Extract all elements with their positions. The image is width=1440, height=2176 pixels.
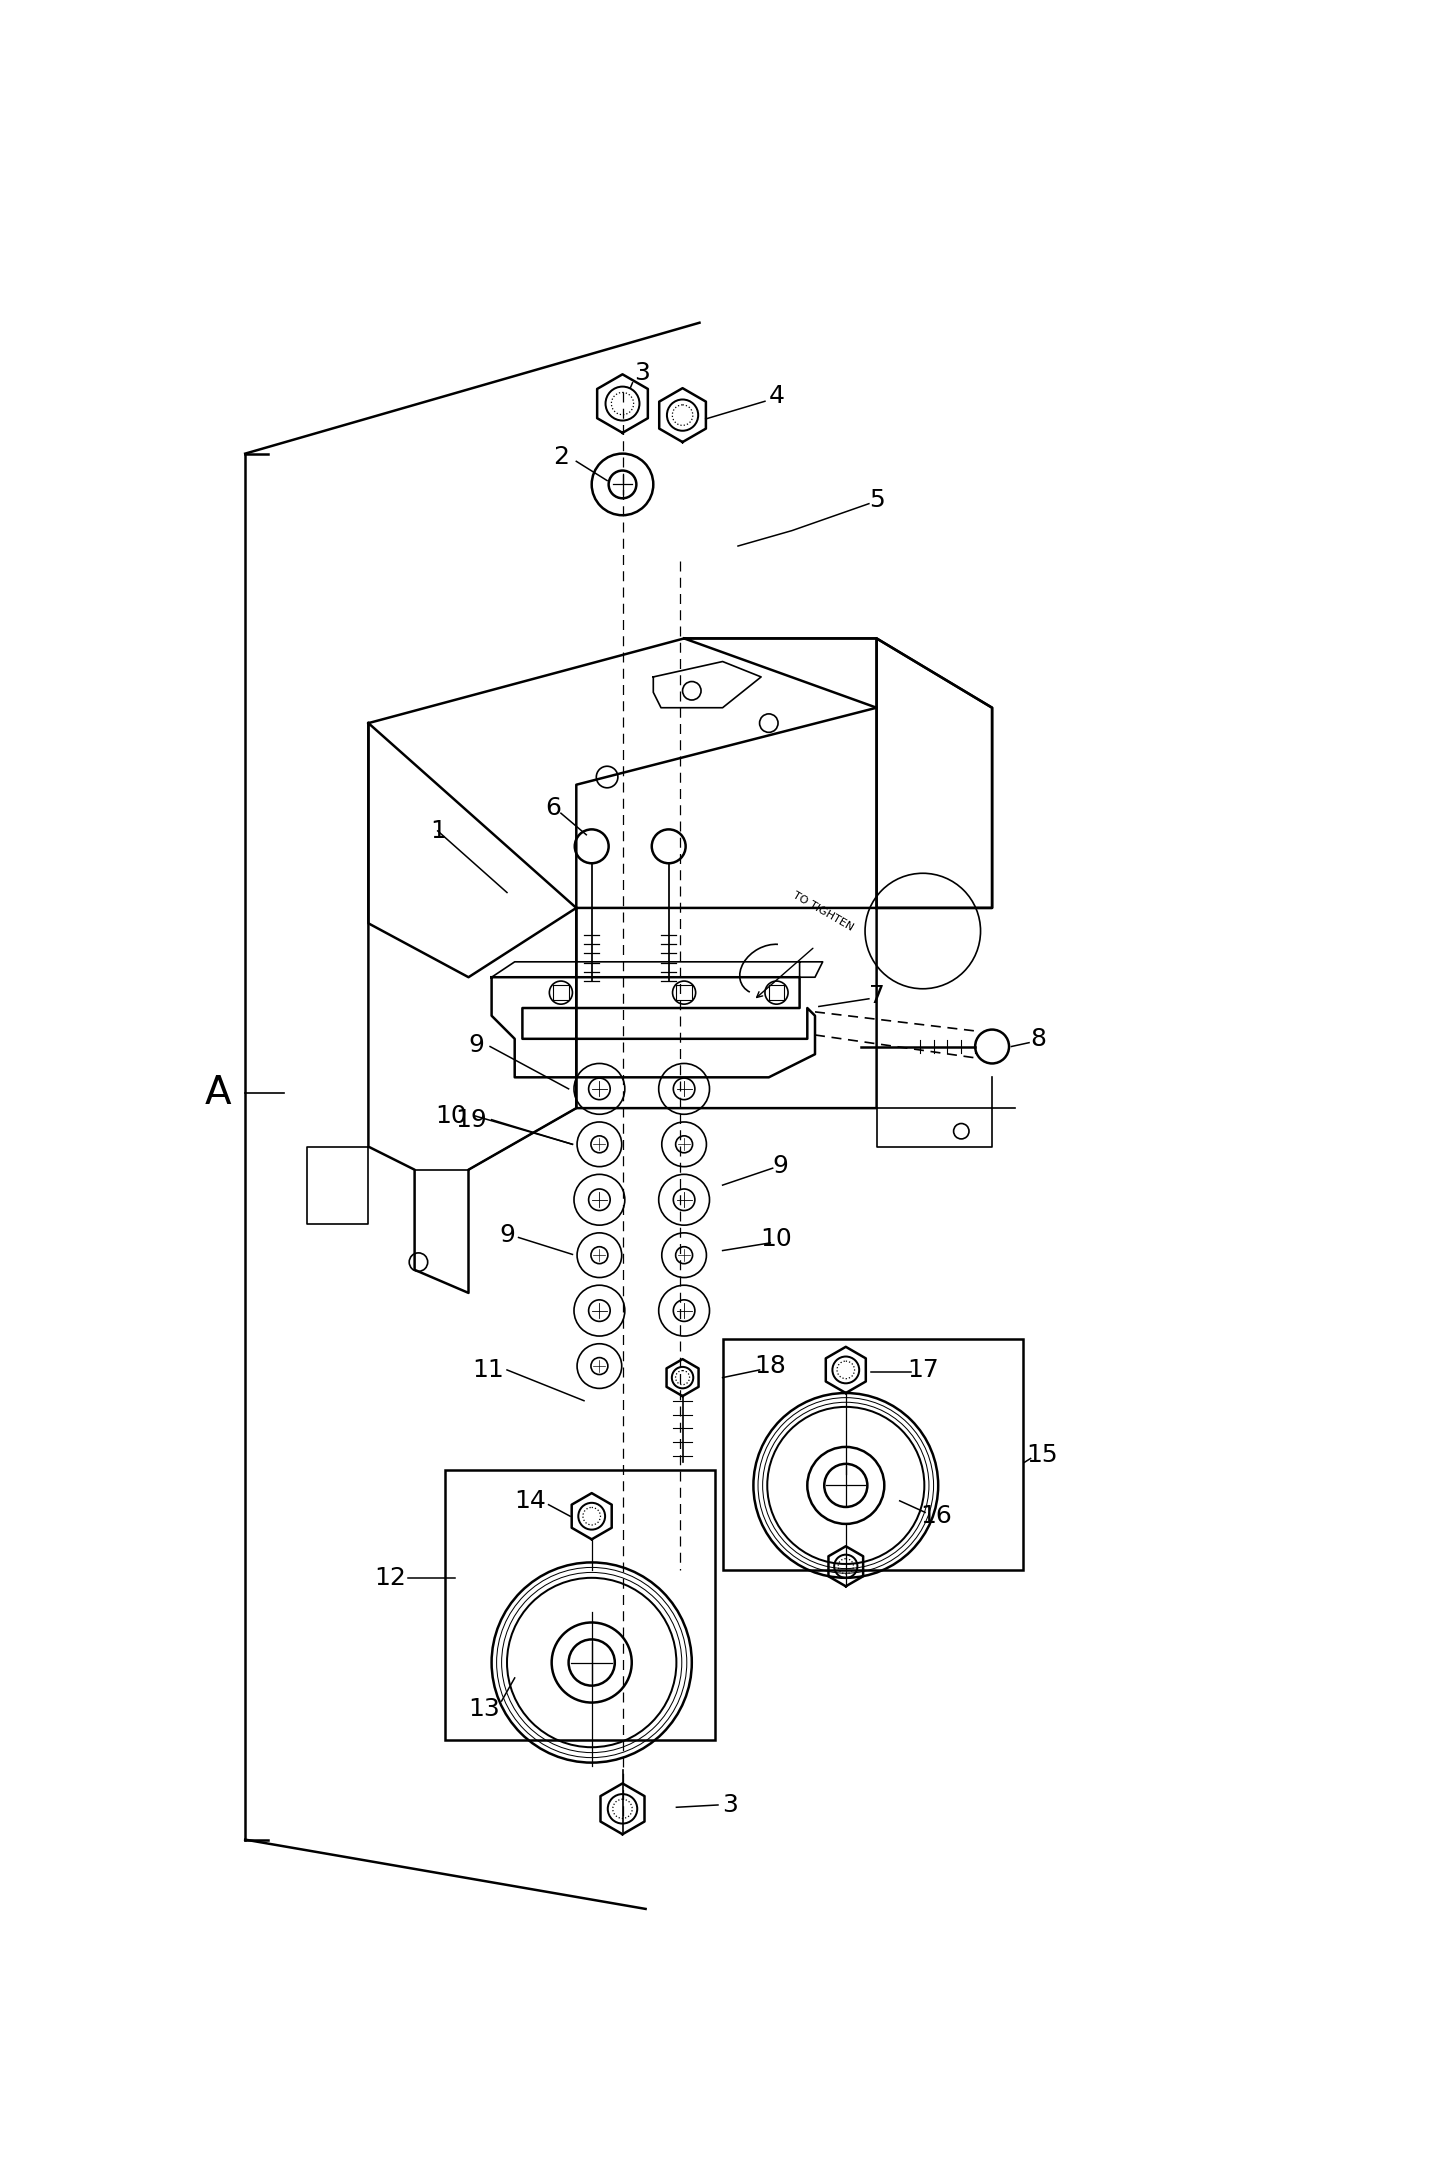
Text: 5: 5	[868, 487, 884, 511]
Text: TO TIGHTEN: TO TIGHTEN	[791, 890, 855, 934]
Text: 3: 3	[723, 1793, 739, 1817]
Text: 14: 14	[514, 1488, 546, 1512]
Text: 19: 19	[455, 1108, 487, 1132]
Text: 15: 15	[1027, 1443, 1058, 1467]
Text: 2: 2	[553, 446, 569, 470]
Text: A: A	[204, 1073, 232, 1112]
Text: 8: 8	[1030, 1027, 1047, 1051]
Text: 17: 17	[907, 1358, 939, 1382]
Text: 16: 16	[920, 1504, 953, 1528]
Text: 9: 9	[468, 1034, 484, 1058]
Text: 1: 1	[429, 818, 445, 842]
Text: 12: 12	[374, 1567, 406, 1591]
Text: 18: 18	[755, 1353, 786, 1377]
Text: 9: 9	[772, 1153, 788, 1177]
Text: 10: 10	[760, 1227, 792, 1251]
Text: 9: 9	[500, 1223, 516, 1247]
Text: 6: 6	[546, 796, 562, 820]
Text: 3: 3	[634, 361, 649, 385]
Text: 11: 11	[472, 1358, 504, 1382]
Text: 10: 10	[436, 1103, 468, 1127]
Text: 4: 4	[769, 383, 785, 407]
Text: 7: 7	[868, 984, 884, 1007]
Text: 13: 13	[468, 1697, 500, 1721]
